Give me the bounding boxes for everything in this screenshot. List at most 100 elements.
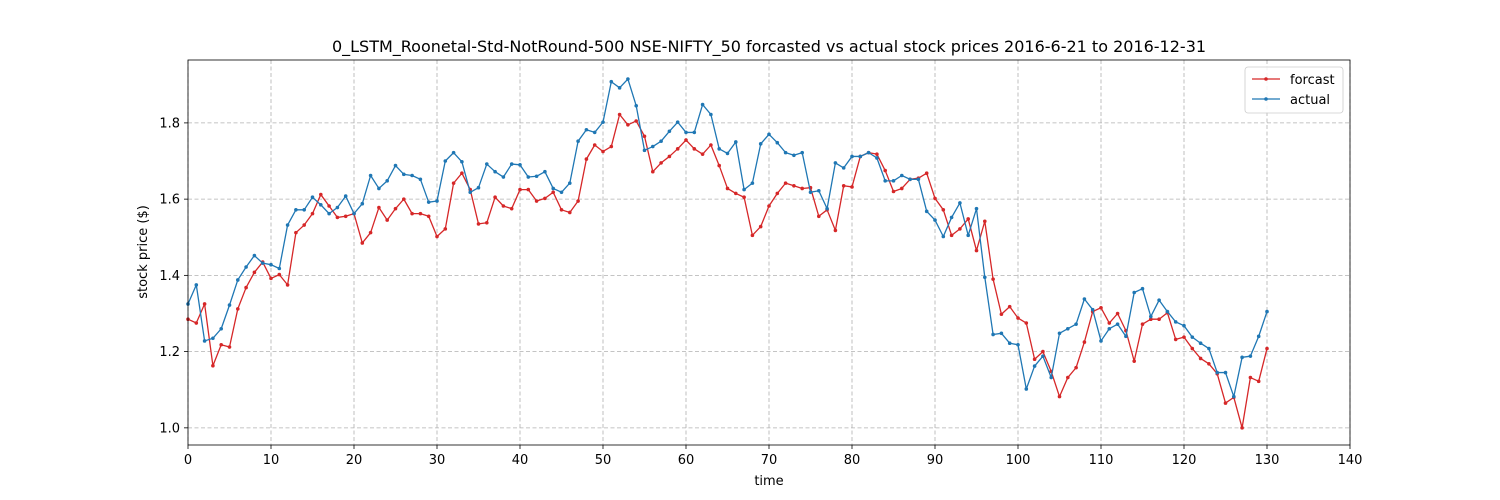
data-point-actual <box>958 201 962 205</box>
data-point-actual <box>1232 394 1236 399</box>
data-point-forcast <box>1032 357 1037 362</box>
data-point-forcast <box>277 272 282 277</box>
data-point-actual <box>1099 339 1103 343</box>
data-point-forcast <box>1057 394 1062 399</box>
data-point-forcast <box>1240 426 1244 430</box>
chart-title: 0_LSTM_Roonetal-Std-NotRound-500 NSE-NIF… <box>332 37 1206 57</box>
data-point-forcast <box>402 197 406 201</box>
data-point-forcast <box>584 157 589 161</box>
data-point-forcast <box>534 199 539 203</box>
data-point-actual <box>285 223 290 227</box>
data-point-actual <box>360 201 365 206</box>
x-tick-label: 100 <box>1006 453 1031 468</box>
data-point-forcast <box>999 312 1004 317</box>
data-point-forcast <box>792 183 796 188</box>
data-point-forcast <box>1107 321 1112 325</box>
data-point-forcast <box>767 204 771 208</box>
data-point-forcast <box>1007 304 1012 309</box>
data-point-forcast <box>451 181 456 185</box>
x-axis-label: time <box>754 474 783 489</box>
data-point-actual <box>476 185 481 190</box>
data-point-forcast <box>841 183 846 188</box>
data-point-actual <box>1165 309 1170 314</box>
x-axis: 0 10 20 30 40 50 60 70 80 90 100 110 120 130 140 <box>184 445 1363 468</box>
data-point-actual <box>1248 354 1253 358</box>
data-point-actual <box>924 209 929 214</box>
data-point-forcast <box>493 195 497 200</box>
data-point-actual <box>817 188 821 193</box>
y-axis-label: stock price ($) <box>136 205 151 299</box>
data-point-forcast <box>933 196 937 201</box>
data-point-forcast <box>601 149 605 154</box>
data-point-forcast <box>294 230 298 235</box>
data-point-actual <box>534 174 539 179</box>
data-point-actual <box>916 177 921 182</box>
data-point-actual <box>368 173 373 178</box>
data-point-actual <box>742 187 746 192</box>
data-point-forcast <box>1066 375 1070 380</box>
data-point-actual <box>1240 355 1244 360</box>
data-point-forcast <box>526 187 531 192</box>
data-point-actual <box>684 130 688 135</box>
data-point-actual <box>568 181 572 185</box>
x-tick-label: 90 <box>927 453 944 468</box>
data-point-forcast <box>1140 322 1145 326</box>
y-tick-label: 1.4 <box>159 269 180 284</box>
data-point-actual <box>775 140 780 145</box>
data-point-actual <box>1115 322 1120 326</box>
y-tick-label: 1.8 <box>159 116 180 131</box>
data-point-actual <box>1074 322 1078 326</box>
data-point-forcast <box>310 211 315 216</box>
data-point-actual <box>783 150 788 155</box>
data-point-actual <box>634 103 638 108</box>
data-point-actual <box>1256 334 1261 339</box>
y-axis: 1.0 1.2 1.4 1.6 1.8 <box>159 116 188 436</box>
data-point-actual <box>335 205 340 210</box>
data-point-forcast <box>302 223 307 227</box>
data-point-actual <box>659 139 663 143</box>
data-point-forcast <box>1115 311 1120 316</box>
data-point-forcast <box>734 191 738 196</box>
x-tick-label: 120 <box>1172 453 1197 468</box>
data-point-actual <box>435 199 439 203</box>
data-point-actual <box>460 159 464 164</box>
data-point-forcast <box>1082 340 1087 344</box>
data-point-actual <box>227 303 232 307</box>
data-point-actual <box>584 127 589 132</box>
data-point-actual <box>717 147 721 151</box>
data-point-forcast <box>269 276 273 281</box>
data-point-actual <box>1107 326 1112 331</box>
data-point-actual <box>1265 309 1269 314</box>
data-point-forcast <box>335 215 340 220</box>
data-point-forcast <box>651 169 655 174</box>
data-point-forcast <box>949 233 954 238</box>
data-point-forcast <box>393 206 398 211</box>
data-point-forcast <box>1223 401 1228 405</box>
data-point-forcast <box>626 123 630 127</box>
data-point-actual <box>418 177 423 182</box>
data-point-actual <box>211 336 215 341</box>
data-point-actual <box>310 195 315 200</box>
data-point-actual <box>526 175 531 179</box>
data-point-actual <box>709 112 713 117</box>
data-point-actual <box>734 140 738 144</box>
data-point-actual <box>1223 370 1228 375</box>
data-point-actual <box>352 211 356 216</box>
data-point-actual <box>1057 331 1062 336</box>
data-point-actual <box>1157 298 1161 302</box>
data-point-forcast <box>327 204 331 208</box>
data-point-actual <box>402 172 406 177</box>
x-tick-label: 140 <box>1338 453 1363 468</box>
data-point-forcast <box>958 227 962 231</box>
data-point-forcast <box>709 143 713 147</box>
data-point-actual <box>866 150 871 155</box>
data-point-actual <box>1007 341 1012 346</box>
data-point-forcast <box>576 199 580 203</box>
data-point-actual <box>493 169 497 174</box>
data-point-forcast <box>1173 337 1178 342</box>
data-point-forcast <box>725 186 730 191</box>
data-point-forcast <box>1182 335 1186 339</box>
data-point-forcast <box>368 230 373 235</box>
data-point-actual <box>983 275 987 280</box>
data-point-forcast <box>1132 359 1136 363</box>
